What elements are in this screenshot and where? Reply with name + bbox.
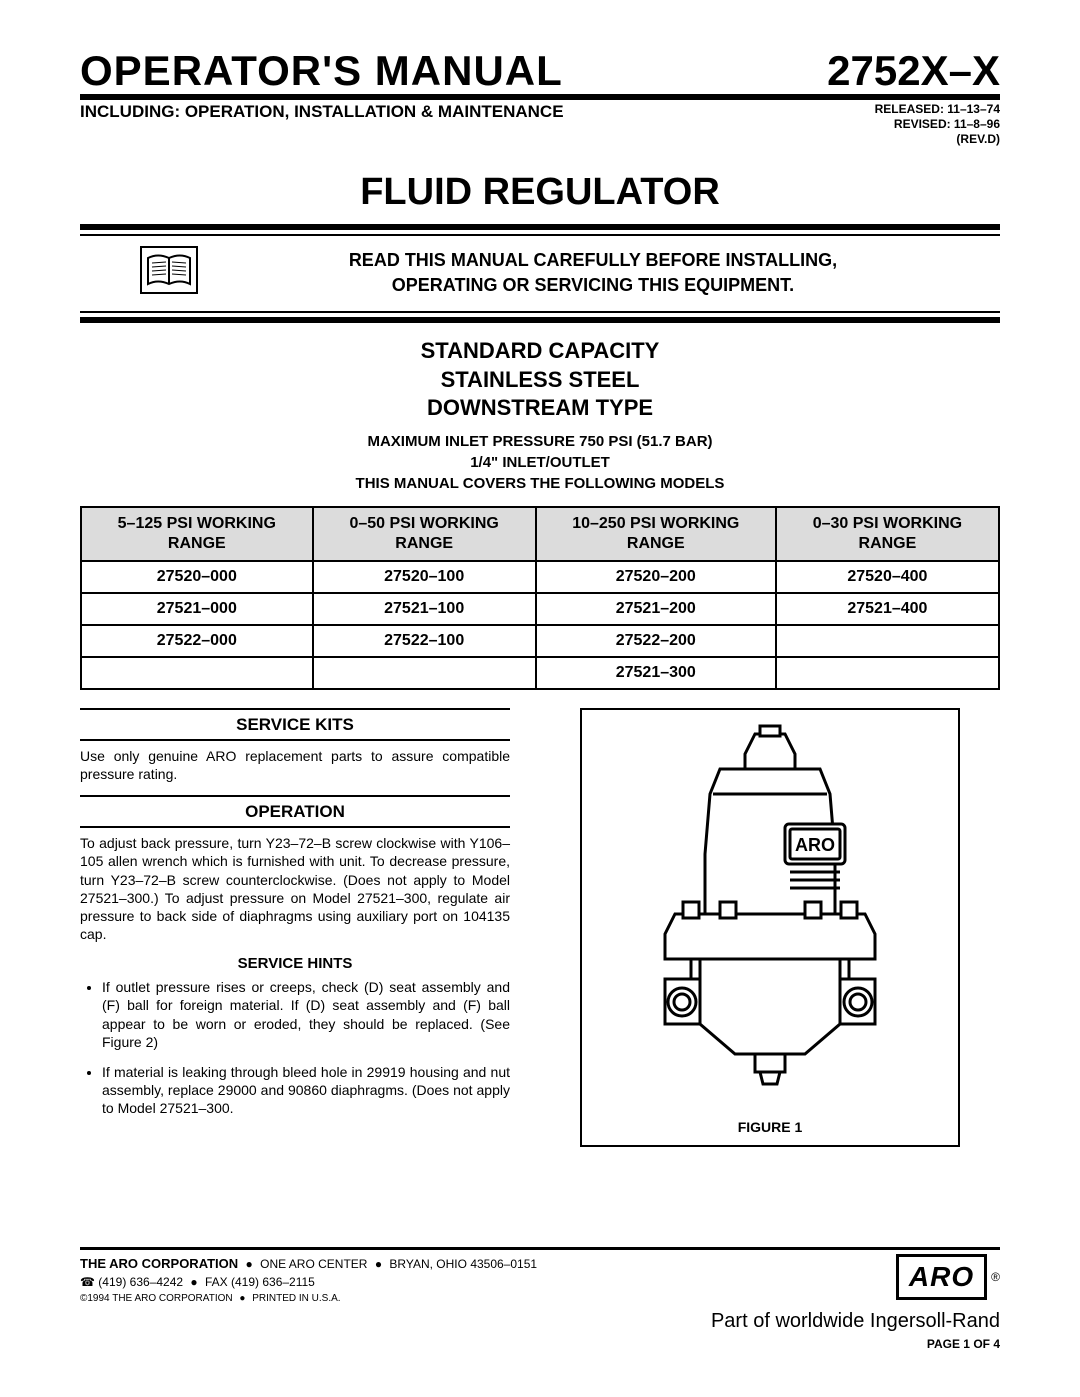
footer-left: THE ARO CORPORATION ● ONE ARO CENTER ● B… [80,1254,537,1307]
spec-block: MAXIMUM INLET PRESSURE 750 PSI (51.7 BAR… [80,431,1000,494]
phone-icon: ☎ [80,1275,95,1289]
service-hints-list: If outlet pressure rises or creeps, chec… [80,978,510,1117]
service-hints-heading: SERVICE HINTS [80,955,510,972]
registered-mark: ® [991,1270,1000,1284]
subheader-row: INCLUDING: OPERATION, INSTALLATION & MAI… [80,102,1000,147]
operation-section: OPERATION [80,795,510,828]
addr1: ONE ARO CENTER [260,1257,367,1271]
phone: (419) 636–4242 [98,1275,183,1289]
service-kits-section: SERVICE KITS [80,708,510,741]
cell [81,657,313,689]
capacity-line3: DOWNSTREAM TYPE [80,394,1000,423]
product-title: FLUID REGULATOR [80,171,1000,214]
col-header: 0–30 PSI WORKING RANGE [776,507,999,561]
regulator-diagram: ARO [605,724,935,1104]
spec-line1: MAXIMUM INLET PRESSURE 750 PSI (51.7 BAR… [80,431,1000,452]
operation-heading: OPERATION [80,800,510,828]
capacity-line1: STANDARD CAPACITY [80,337,1000,366]
cell: 27520–200 [536,561,776,593]
warning-block: READ THIS MANUAL CAREFULLY BEFORE INSTAL… [80,236,1000,311]
cell: 27522–000 [81,625,313,657]
right-column: ARO [540,708,1000,1147]
page: OPERATOR'S MANUAL 2752X–X INCLUDING: OPE… [0,0,1080,1381]
page-number: PAGE 1 OF 4 [711,1337,1000,1351]
manual-icon [140,246,198,299]
aro-logo-text: ARO [896,1254,987,1300]
tagline: Part of worldwide Ingersoll-Rand [711,1310,1000,1333]
table-header-row: 5–125 PSI WORKING RANGE 0–50 PSI WORKING… [81,507,999,561]
figure-1: ARO [580,708,960,1147]
cell: 27521–000 [81,593,313,625]
cell: 27522–200 [536,625,776,657]
cell: 27521–200 [536,593,776,625]
service-kits-text: Use only genuine ARO replacement parts t… [80,747,510,783]
figure-caption: FIGURE 1 [596,1119,944,1135]
release-info: RELEASED: 11–13–74 REVISED: 11–8–96 (REV… [875,102,1000,147]
brand-label-text: ARO [795,835,835,855]
revised-date: REVISED: 11–8–96 [875,117,1000,132]
table-row: 27521–000 27521–100 27521–200 27521–400 [81,593,999,625]
two-column-layout: SERVICE KITS Use only genuine ARO replac… [80,708,1000,1147]
warning-line1: READ THIS MANUAL CAREFULLY BEFORE INSTAL… [226,248,960,272]
table-row: 27520–000 27520–100 27520–200 27520–400 [81,561,999,593]
fax: FAX (419) 636–2115 [205,1275,315,1289]
footer-right: ARO ® Part of worldwide Ingersoll-Rand P… [711,1254,1000,1351]
corp-name: THE ARO CORPORATION [80,1256,238,1271]
cell: 27521–400 [776,593,999,625]
left-column: SERVICE KITS Use only genuine ARO replac… [80,708,510,1147]
subtitle: INCLUDING: OPERATION, INSTALLATION & MAI… [80,102,564,122]
rule-thin-2 [80,311,1000,313]
aro-logo: ARO ® [896,1254,1000,1300]
cell [313,657,536,689]
warning-text: READ THIS MANUAL CAREFULLY BEFORE INSTAL… [226,248,960,297]
rule-thick-2 [80,317,1000,323]
col-header: 10–250 PSI WORKING RANGE [536,507,776,561]
capacity-block: STANDARD CAPACITY STAINLESS STEEL DOWNST… [80,337,1000,423]
cell [776,625,999,657]
capacity-line2: STAINLESS STEEL [80,366,1000,395]
cell: 27520–400 [776,561,999,593]
cell: 27522–100 [313,625,536,657]
col-header: 5–125 PSI WORKING RANGE [81,507,313,561]
revision: (REV.D) [875,132,1000,147]
models-table: 5–125 PSI WORKING RANGE 0–50 PSI WORKING… [80,506,1000,690]
cell: 27520–100 [313,561,536,593]
col-header: 0–50 PSI WORKING RANGE [313,507,536,561]
service-kits-heading: SERVICE KITS [80,713,510,741]
warning-line2: OPERATING OR SERVICING THIS EQUIPMENT. [226,273,960,297]
cell: 27521–100 [313,593,536,625]
operation-text: To adjust back pressure, turn Y23–72–B s… [80,834,510,943]
copyright: ©1994 THE ARO CORPORATION [80,1293,233,1304]
model-number: 2752X–X [827,50,1000,94]
released-date: RELEASED: 11–13–74 [875,102,1000,117]
printed: PRINTED IN U.S.A. [252,1293,340,1304]
header-row: OPERATOR'S MANUAL 2752X–X [80,50,1000,100]
table-row: 27522–000 27522–100 27522–200 [81,625,999,657]
cell [776,657,999,689]
cell: 27520–000 [81,561,313,593]
addr2: BRYAN, OHIO 43506–0151 [389,1257,537,1271]
manual-title: OPERATOR'S MANUAL [80,50,563,94]
list-item: If outlet pressure rises or creeps, chec… [102,978,510,1051]
cell: 27521–300 [536,657,776,689]
spec-line2: 1/4" INLET/OUTLET [80,452,1000,473]
spec-line3: THIS MANUAL COVERS THE FOLLOWING MODELS [80,473,1000,494]
list-item: If material is leaking through bleed hol… [102,1063,510,1118]
rule-thick-1 [80,224,1000,230]
footer: THE ARO CORPORATION ● ONE ARO CENTER ● B… [80,1247,1000,1351]
table-row: 27521–300 [81,657,999,689]
